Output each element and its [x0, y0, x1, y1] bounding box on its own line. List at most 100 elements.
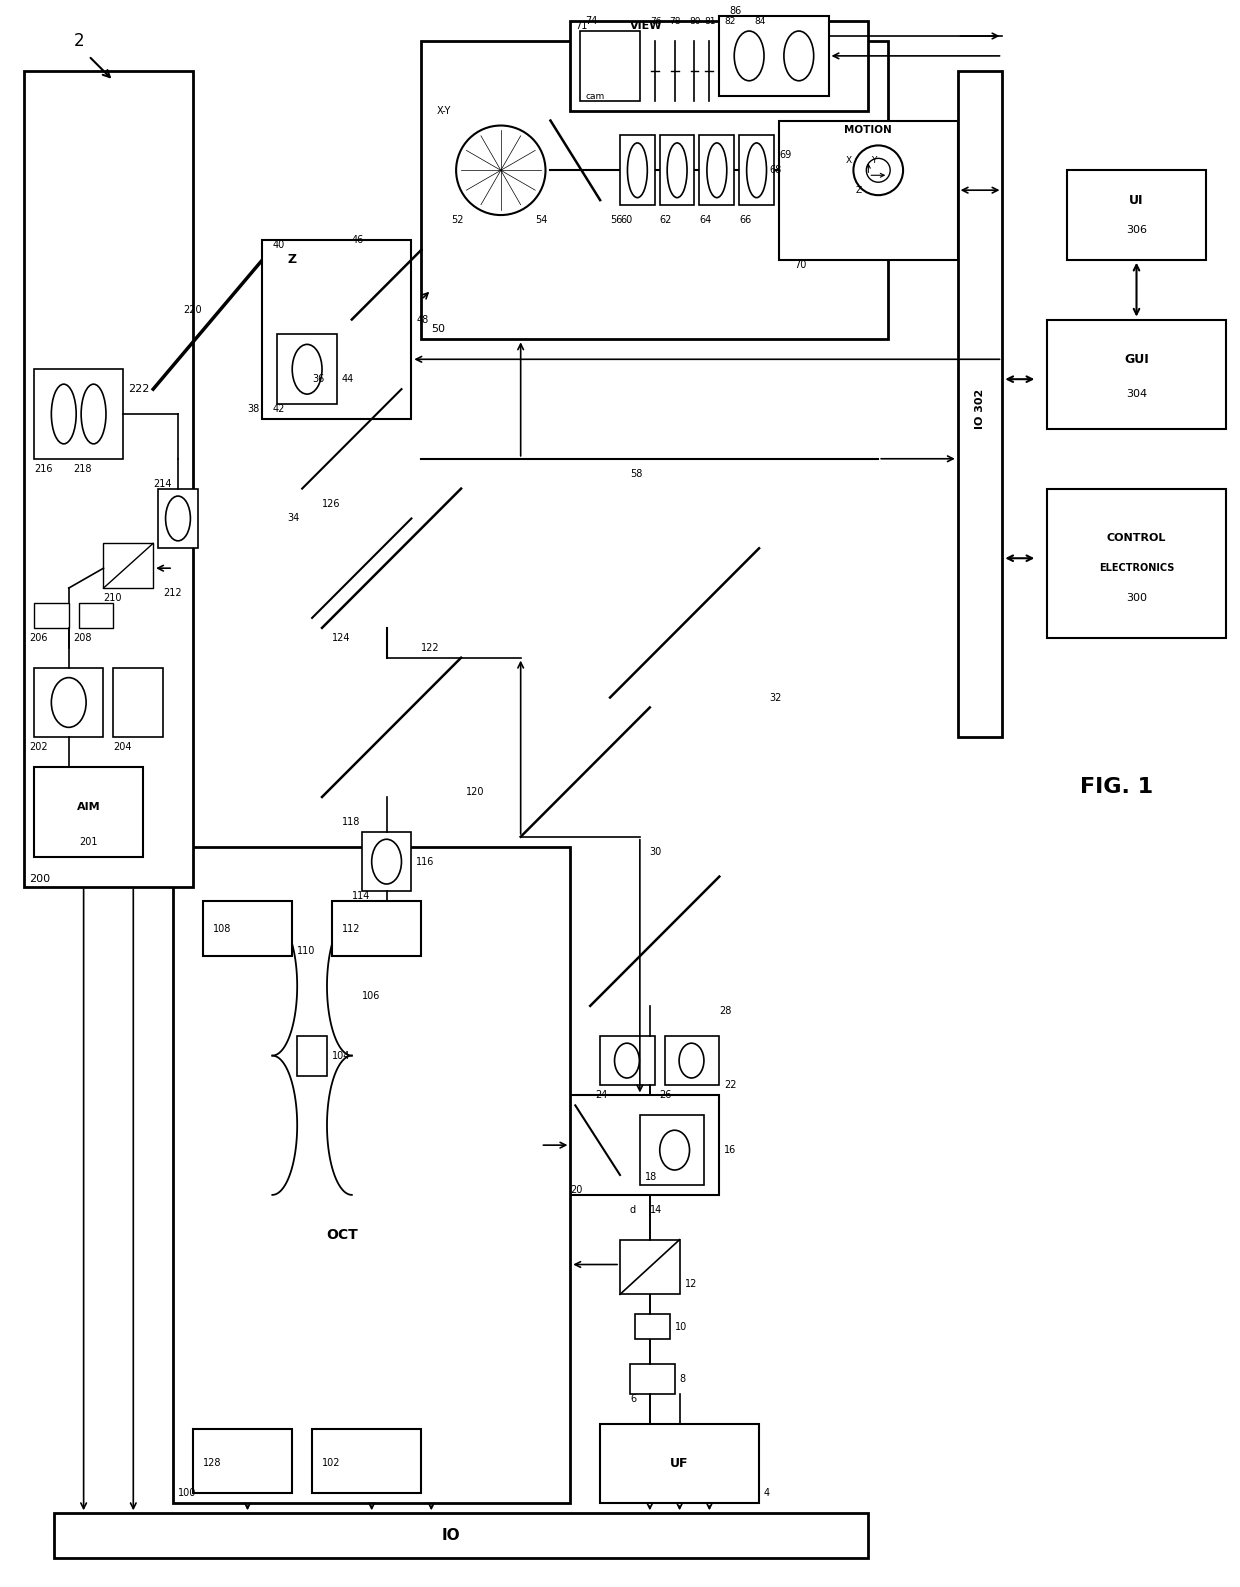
Text: 216: 216 — [33, 463, 52, 473]
Text: 38: 38 — [248, 405, 259, 414]
Text: 208: 208 — [73, 633, 92, 643]
Text: 44: 44 — [342, 375, 355, 384]
Text: X-Y: X-Y — [436, 106, 450, 116]
Text: 306: 306 — [1126, 225, 1147, 235]
Text: OCT: OCT — [326, 1228, 358, 1241]
Bar — [33, 767, 144, 857]
Text: 206: 206 — [29, 633, 47, 643]
Text: 201: 201 — [79, 836, 98, 847]
Bar — [1047, 319, 1226, 428]
Bar — [174, 847, 570, 1503]
Text: 12: 12 — [684, 1279, 697, 1289]
Text: 24: 24 — [595, 1090, 608, 1100]
Text: 126: 126 — [322, 498, 341, 508]
Text: 220: 220 — [184, 305, 202, 314]
Bar — [620, 1239, 680, 1295]
Bar — [113, 668, 164, 738]
Text: 76: 76 — [650, 16, 661, 25]
Text: 40: 40 — [273, 240, 285, 249]
Text: 104: 104 — [332, 1051, 351, 1060]
Text: 222: 222 — [128, 384, 150, 394]
Text: 52: 52 — [451, 214, 464, 225]
Bar — [640, 1116, 704, 1185]
Text: 124: 124 — [332, 633, 351, 643]
Text: 212: 212 — [164, 589, 182, 598]
Text: 30: 30 — [650, 847, 662, 857]
Text: 218: 218 — [73, 463, 92, 473]
Bar — [560, 1095, 719, 1195]
Text: 122: 122 — [422, 643, 440, 652]
Text: FIG. 1: FIG. 1 — [1080, 778, 1153, 797]
Bar — [33, 603, 68, 628]
Text: 202: 202 — [29, 743, 47, 752]
Bar — [263, 240, 412, 419]
Text: 84: 84 — [754, 16, 765, 25]
Text: 112: 112 — [342, 924, 361, 935]
Text: 78: 78 — [670, 16, 681, 25]
Text: UI: UI — [1130, 194, 1143, 206]
Bar — [278, 335, 337, 405]
Text: Z: Z — [288, 254, 296, 267]
Text: VIEW: VIEW — [630, 21, 662, 32]
Text: 128: 128 — [203, 1458, 221, 1468]
Text: 86: 86 — [729, 6, 742, 16]
Bar — [78, 603, 113, 628]
Text: AIM: AIM — [77, 801, 100, 813]
Bar — [159, 489, 198, 548]
Bar — [53, 1512, 868, 1558]
Text: 108: 108 — [213, 924, 231, 935]
Text: CONTROL: CONTROL — [1107, 533, 1166, 543]
Text: 46: 46 — [352, 235, 365, 244]
Text: 106: 106 — [362, 990, 381, 1001]
Text: 68: 68 — [769, 165, 781, 175]
Text: 8: 8 — [680, 1374, 686, 1384]
Text: 64: 64 — [699, 214, 712, 225]
Text: 18: 18 — [645, 1171, 657, 1182]
Text: 32: 32 — [769, 692, 781, 703]
Bar — [570, 21, 868, 111]
Bar — [203, 901, 293, 955]
Text: 210: 210 — [103, 594, 122, 603]
Text: 58: 58 — [630, 468, 642, 479]
Text: 81: 81 — [704, 16, 715, 25]
Text: 102: 102 — [322, 1458, 341, 1468]
Bar — [422, 41, 888, 340]
Text: Z: Z — [856, 186, 862, 195]
Text: 54: 54 — [536, 214, 548, 225]
Text: 6: 6 — [630, 1393, 636, 1404]
Text: 66: 66 — [739, 214, 751, 225]
Text: MOTION: MOTION — [844, 125, 893, 135]
Text: 14: 14 — [650, 1205, 662, 1214]
Text: 2: 2 — [73, 32, 84, 49]
Bar — [298, 1036, 327, 1076]
Text: 62: 62 — [660, 214, 672, 225]
Text: 82: 82 — [724, 16, 735, 25]
Text: 10: 10 — [675, 1322, 687, 1331]
Text: UF: UF — [671, 1457, 689, 1470]
Bar — [580, 32, 640, 100]
Text: 116: 116 — [417, 857, 435, 867]
Text: 20: 20 — [570, 1185, 583, 1195]
Text: 48: 48 — [417, 314, 429, 324]
Bar — [600, 1424, 759, 1503]
Bar — [24, 71, 193, 887]
Text: GUI: GUI — [1125, 352, 1149, 365]
Text: 16: 16 — [724, 1146, 737, 1155]
Text: 120: 120 — [466, 787, 485, 797]
Bar — [779, 121, 957, 260]
Text: 304: 304 — [1126, 389, 1147, 398]
Text: d: d — [630, 1205, 636, 1214]
Text: 110: 110 — [298, 946, 315, 957]
Bar — [739, 135, 774, 205]
Text: 114: 114 — [352, 892, 371, 901]
Text: 56: 56 — [610, 214, 622, 225]
Text: IO 302: IO 302 — [975, 389, 985, 428]
Bar — [1047, 489, 1226, 638]
Bar — [600, 1036, 655, 1086]
Bar — [699, 135, 734, 205]
Bar — [635, 1314, 670, 1339]
Text: 74: 74 — [585, 16, 598, 25]
Text: 71: 71 — [575, 21, 588, 32]
Bar — [957, 71, 1002, 738]
Bar — [719, 16, 828, 95]
